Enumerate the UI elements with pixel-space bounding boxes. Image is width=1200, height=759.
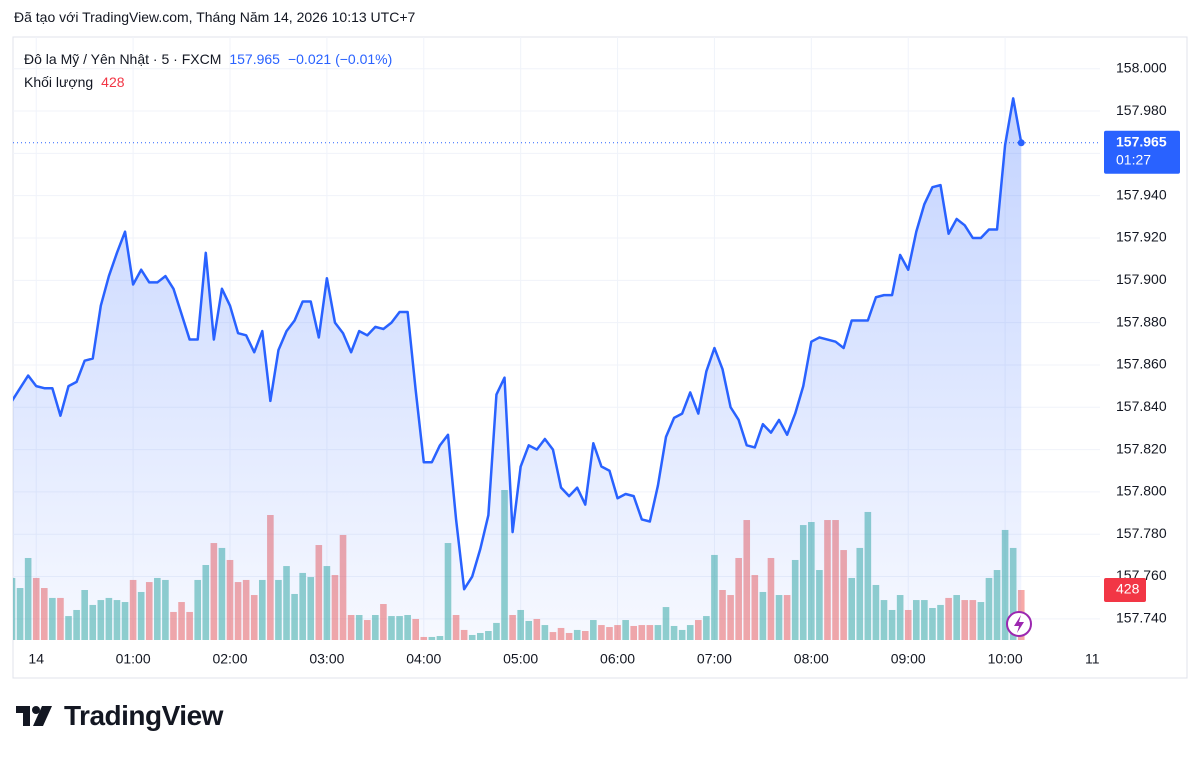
y-tick-label: 157.880 (1116, 313, 1167, 329)
y-tick-label: 157.820 (1116, 440, 1167, 456)
x-tick-label: 10:00 (988, 651, 1023, 667)
created-note: Đã tạo với TradingView.com, Tháng Năm 14… (14, 9, 416, 25)
x-tick-label: 03:00 (309, 651, 344, 667)
y-tick-label: 157.900 (1116, 271, 1167, 287)
volume-badge (1104, 578, 1146, 602)
brand-logo (16, 706, 52, 726)
x-tick-label: 04:00 (406, 651, 441, 667)
last-price: 157.965 (229, 51, 280, 67)
legend: Đô la Mỹ / Yên Nhật · 5 · FXCM 157.965 −… (24, 48, 392, 94)
x-tick-label: 08:00 (794, 651, 829, 667)
y-tick-label: 157.840 (1116, 398, 1167, 414)
x-tick-label: 09:00 (891, 651, 926, 667)
last-volume: 428 (101, 74, 125, 90)
x-tick-label: 11:00 (1085, 651, 1119, 667)
volume-name: Khối lượng (24, 74, 94, 90)
x-tick-label: 06:00 (600, 651, 635, 667)
y-tick-label: 157.780 (1116, 525, 1167, 541)
chart: 157.740157.760157.780157.800157.820157.8… (12, 36, 1188, 679)
volume-badge-value: 428 (1116, 581, 1140, 597)
y-tick-label: 157.740 (1116, 610, 1167, 626)
y-tick-label: 157.940 (1116, 186, 1167, 202)
price-badge-countdown: 01:27 (1116, 151, 1151, 167)
x-tick-label: 07:00 (697, 651, 732, 667)
price-change: −0.021 (−0.01%) (287, 51, 393, 67)
chart-frame (12, 36, 1188, 679)
last-point (1017, 139, 1025, 147)
y-tick-label: 158.000 (1116, 59, 1167, 75)
x-tick-label: 02:00 (212, 651, 247, 667)
price-badge (1104, 130, 1180, 174)
x-tick-label: 05:00 (503, 651, 538, 667)
price-badge-value: 157.965 (1116, 133, 1167, 149)
y-tick-label: 157.980 (1116, 102, 1167, 118)
y-tick-label: 157.920 (1116, 229, 1167, 245)
x-tick-label: 01:00 (116, 651, 151, 667)
price-area (13, 98, 1022, 640)
brand: TradingView (16, 700, 223, 732)
symbol-name: Đô la Mỹ / Yên Nhật · 5 · FXCM (24, 51, 222, 67)
x-tick-label: 14 (28, 651, 44, 667)
y-tick-label: 157.800 (1116, 483, 1167, 499)
price-line (13, 97, 1023, 591)
brand-name: TradingView (64, 700, 223, 731)
y-tick-label: 157.860 (1116, 356, 1167, 372)
lightning-icon[interactable] (1006, 611, 1032, 637)
